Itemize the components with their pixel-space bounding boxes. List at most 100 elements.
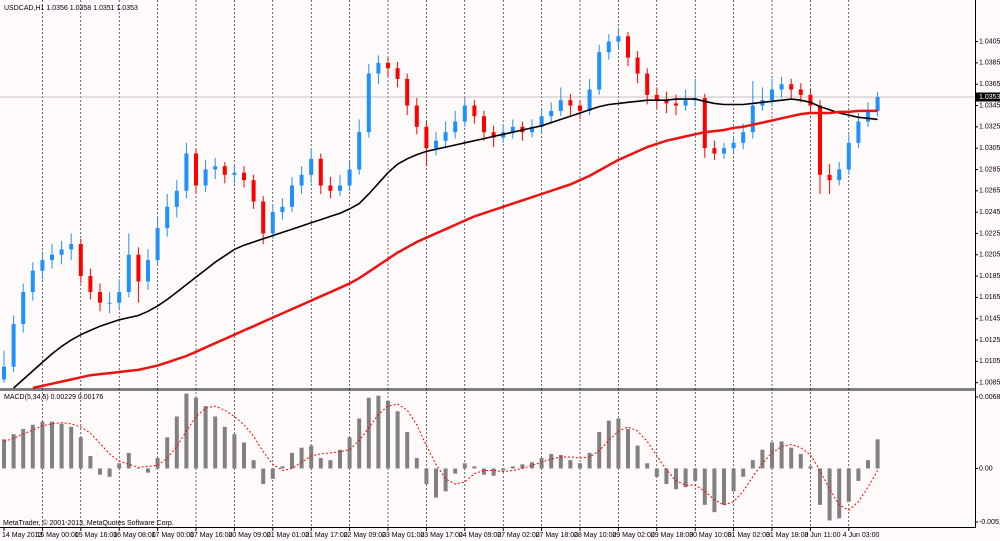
histogram-bar [30,424,35,469]
candle-body [309,158,314,175]
x-tick-label: 3 Jun 11:00 [804,532,840,539]
candle-body [578,105,582,111]
candle-body [98,292,102,303]
x-tick-label: 16 May 08:00 [113,532,156,539]
y-tick-label: 1.0285 [979,166,1000,173]
histogram-bar [635,445,640,469]
histogram-bar [837,468,842,519]
x-tick-label: 17 May 00:00 [152,532,195,539]
histogram-bar [174,416,179,469]
y-tick-label: 1.0165 [979,294,1000,301]
candle-body [184,153,189,191]
candle-body [30,270,35,293]
candle-body [875,97,880,111]
histogram-bar [136,468,141,469]
y-tick-label: 1.0185 [979,273,1000,280]
candle-body [136,254,141,282]
y-tick-label: 1.0245 [979,209,1000,216]
candle-body [683,100,688,106]
candle-body [174,190,179,207]
histogram-bar [702,468,707,505]
histogram-bar [654,468,659,477]
candle-body [558,100,563,111]
candle-body [328,185,333,191]
candle-body [645,73,650,95]
x-tick-label: 29 May 02:00 [612,532,655,539]
candle-body [299,174,304,186]
candle-body [69,244,74,250]
histogram-bar [808,466,813,469]
histogram-bar [50,421,54,469]
histogram-bar [760,449,765,469]
candle-body [491,132,496,138]
histogram-bar [866,460,870,469]
histogram-bar [645,463,650,469]
histogram-bar [626,428,630,469]
histogram-bar [722,468,726,505]
histogram-bar [664,468,669,485]
y-tick-label: 1.0145 [979,316,1000,323]
x-tick-label: 23 May 01:00 [382,532,425,539]
histogram-bar [779,441,784,469]
x-tick-label: 15 May 16:00 [75,532,118,539]
histogram-bar [856,468,861,481]
candle-body [290,185,294,207]
candle-body [395,68,400,79]
candle-body [846,142,851,170]
y-tick-label: 1.0325 [979,124,1000,131]
histogram-bar [789,447,794,469]
x-tick-label: 27 May 18:00 [536,532,579,539]
panel-separator [0,388,975,391]
y-tick-label: 0.00687 [979,394,1000,401]
histogram-bar [539,458,544,469]
candle-body [318,158,323,186]
histogram-bar [347,437,352,469]
candle-body [88,276,93,293]
moving-average-line [32,109,878,390]
y-tick-label: 1.0405 [979,38,1000,45]
histogram-bar [290,452,294,469]
candle-body [472,105,477,117]
histogram-bar [2,439,6,469]
candle-body [789,84,794,90]
footer: MetaTrader, © 2001-2013, MetaQuotes Soft… [3,519,174,527]
histogram-bar [328,460,333,469]
y-tick-label: 1.0305 [979,145,1000,152]
candle-body [587,89,592,111]
candle-body [11,324,16,367]
histogram-bar [280,466,285,469]
histogram-bar [261,468,266,485]
candle-body [827,174,832,181]
candle-body [222,166,227,175]
indicator-title: MACD(5,34,5) 0.00229 0.00176 [4,394,103,401]
candle-body [194,153,198,186]
candle-body [702,98,707,149]
chart-title: USDCAD,H1 1.0356 1.0358 1.0351 1.0353 [4,5,138,12]
candle-body [856,121,861,143]
histogram-bar [434,468,438,498]
candle-body [866,110,870,122]
histogram-bar [78,437,83,469]
x-tick-label: 28 May 10:00 [574,532,617,539]
candle-body [674,103,678,106]
histogram-bar [530,462,534,469]
candle-body [722,148,726,154]
candle-body [808,94,813,106]
y-tick-label: 1.0265 [979,188,1000,195]
histogram-bar [568,460,573,469]
histogram-bar [98,468,102,475]
histogram-bar [453,468,458,474]
x-tick-label: 20 May 09:00 [228,532,271,539]
x-tick-label: 30 May 10:00 [689,532,732,539]
histogram-bar [846,468,851,502]
histogram-bar [59,423,64,469]
moving-average-line [13,98,878,389]
histogram-bar [165,437,170,469]
candle-body [59,249,64,255]
candle-body [107,302,112,304]
x-tick-label: 4 Jun 03:00 [843,532,880,539]
histogram-bar [357,418,362,469]
